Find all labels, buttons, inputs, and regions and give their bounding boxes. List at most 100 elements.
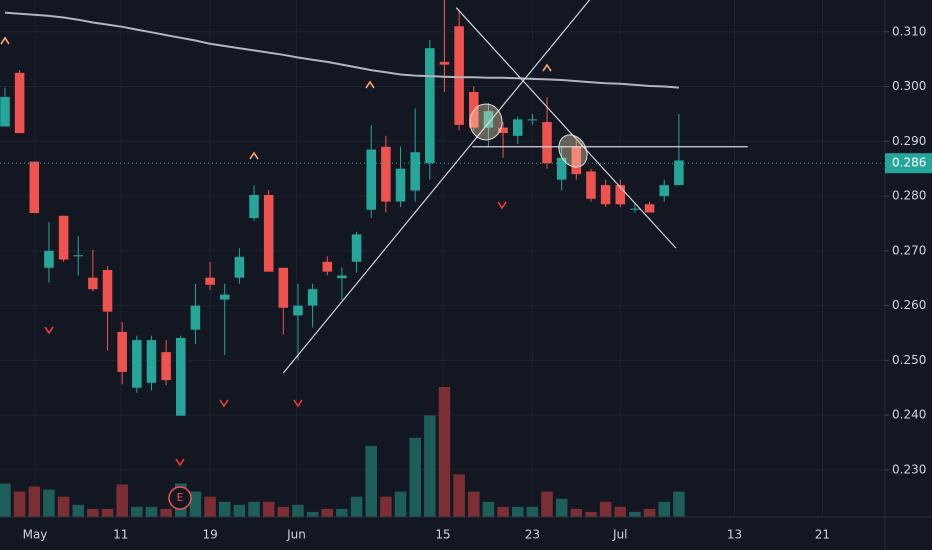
candle-body	[644, 204, 655, 213]
earnings-marker[interactable]	[168, 486, 192, 510]
volume-bar	[87, 508, 99, 517]
candle-body	[117, 331, 127, 372]
y-tick-label: 0.230	[892, 462, 926, 476]
candle-body	[88, 277, 98, 290]
x-tick-label: Jul	[612, 528, 627, 542]
volume-bar	[160, 508, 172, 517]
volume-bar	[482, 501, 495, 517]
volume-bar	[292, 504, 304, 517]
volume-bar	[262, 501, 275, 517]
volume-bar	[57, 496, 70, 517]
y-tick-label: 0.300	[892, 79, 926, 93]
x-tick-label: 23	[525, 528, 540, 542]
candle-body	[454, 26, 464, 125]
x-tick-label: 15	[435, 528, 450, 542]
y-tick-label: 0.290	[892, 134, 926, 148]
volume-bar	[409, 437, 421, 517]
volume-bar	[350, 496, 363, 517]
candle-body	[381, 146, 391, 202]
candle-body	[293, 305, 303, 316]
volume-bar	[541, 491, 553, 517]
volume-bar	[116, 484, 128, 517]
highlight-ellipse	[469, 103, 503, 141]
volume-bar	[643, 508, 656, 517]
volume-bar	[218, 501, 231, 517]
down-marker	[219, 399, 229, 408]
candle-body	[366, 149, 376, 210]
volume-bar	[570, 508, 583, 517]
volume-bar	[28, 486, 41, 517]
candle-body	[190, 305, 201, 330]
candle-body	[73, 255, 83, 257]
volume-bar	[306, 511, 319, 517]
volume-bar	[555, 498, 568, 517]
candle-body	[234, 256, 245, 278]
earnings-label[interactable]: E	[177, 491, 184, 504]
candle-body	[14, 72, 25, 134]
current-price-label: 0.286	[892, 156, 926, 170]
candle-body	[351, 234, 362, 262]
candle-body	[630, 208, 640, 210]
highlight-ellipse	[558, 134, 588, 168]
candle-body	[249, 194, 259, 218]
volume-bar	[511, 506, 524, 517]
volume-bar	[468, 491, 480, 517]
candle-body	[586, 171, 596, 199]
candle-body	[161, 352, 171, 381]
down-marker	[497, 201, 507, 210]
volume-bar	[43, 489, 55, 517]
overlay-layer	[0, 0, 885, 374]
volume-bar	[438, 387, 451, 517]
candle-body	[615, 185, 626, 205]
up-marker	[0, 36, 10, 45]
candle-body	[527, 119, 538, 121]
volume-bar	[599, 501, 612, 517]
volume-bar	[394, 491, 407, 517]
volume-bar	[673, 491, 685, 517]
volume-bar	[321, 508, 334, 517]
candle-body	[512, 119, 523, 136]
candle-body	[219, 294, 230, 300]
candle-body	[600, 185, 611, 205]
volume-bar	[365, 445, 377, 517]
volume-bar	[658, 501, 670, 517]
candle-body	[674, 160, 684, 186]
volume-bar	[380, 496, 392, 517]
candle-body	[44, 250, 54, 268]
y-tick-label: 0.260	[892, 298, 926, 312]
up-marker	[365, 80, 375, 89]
volume-bar	[145, 506, 158, 517]
signal-markers	[0, 36, 552, 467]
axes: 0.230 0.240 0.250 0.260 0.270 0.280 0.290 0.300…	[23, 24, 932, 542]
trend-line	[455, 7, 677, 249]
down-marker	[44, 326, 54, 335]
moving-average	[4, 11, 679, 89]
candle-body	[29, 161, 40, 214]
y-tick-label: 0.310	[892, 24, 926, 38]
volume-bar	[13, 491, 26, 517]
up-marker	[542, 63, 552, 72]
candle-body	[425, 48, 435, 164]
volume-bar	[189, 491, 202, 517]
volume-bar	[0, 483, 11, 517]
y-tick-label: 0.250	[892, 353, 926, 367]
volume-bar	[585, 511, 597, 517]
volume-bar	[204, 496, 216, 517]
candle-body	[483, 111, 494, 128]
candle-body	[542, 122, 552, 164]
y-tick-label: 0.270	[892, 243, 926, 257]
volume-bar	[72, 504, 84, 517]
x-tick-label: May	[23, 528, 48, 542]
candle-body	[205, 277, 215, 285]
candle-body	[263, 194, 274, 272]
candle-body	[439, 61, 450, 65]
candle-body	[0, 96, 10, 127]
volume-bar	[424, 415, 436, 517]
candle-body	[571, 146, 582, 175]
volume-bar	[233, 504, 246, 517]
down-marker	[175, 458, 185, 467]
x-tick-label: Jun	[286, 528, 306, 542]
x-tick-label: 21	[815, 528, 830, 542]
